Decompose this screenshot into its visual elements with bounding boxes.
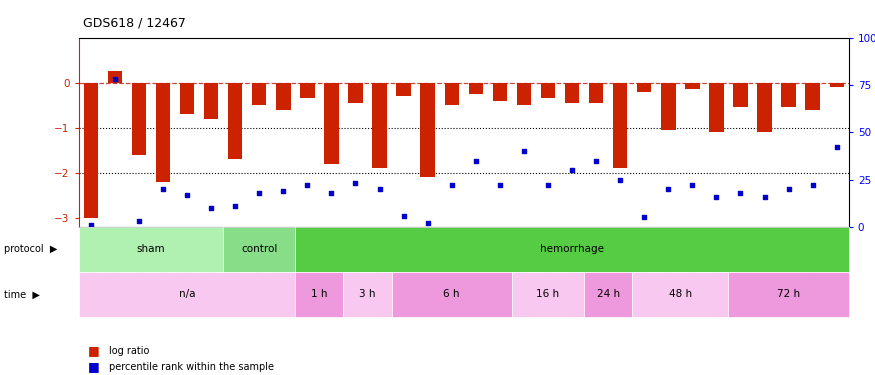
Point: [517, 148, 531, 154]
Text: 48 h: 48 h: [668, 290, 692, 299]
Bar: [830, 82, 844, 87]
Bar: [781, 82, 796, 107]
Point: [373, 186, 387, 192]
Point: [325, 190, 339, 196]
Point: [685, 182, 699, 188]
Point: [444, 182, 458, 188]
Bar: [132, 82, 146, 155]
Bar: [565, 82, 579, 103]
Text: 24 h: 24 h: [597, 290, 619, 299]
Bar: [710, 82, 724, 132]
Text: protocol  ▶: protocol ▶: [4, 244, 58, 254]
Text: time  ▶: time ▶: [4, 290, 40, 299]
Point: [84, 222, 98, 228]
Bar: [392, 272, 512, 317]
Bar: [584, 272, 632, 317]
Bar: [373, 82, 387, 168]
Bar: [632, 272, 728, 317]
Point: [565, 167, 579, 173]
Text: 72 h: 72 h: [777, 290, 800, 299]
Text: ■: ■: [88, 360, 99, 373]
Text: n/a: n/a: [178, 290, 195, 299]
Bar: [296, 272, 343, 317]
Point: [396, 213, 410, 219]
Bar: [685, 82, 700, 89]
Point: [276, 188, 290, 194]
Bar: [348, 82, 363, 103]
Bar: [758, 82, 772, 132]
Bar: [613, 82, 627, 168]
Text: control: control: [241, 244, 277, 254]
Bar: [108, 71, 123, 82]
Bar: [493, 82, 507, 100]
Point: [156, 186, 170, 192]
Point: [758, 194, 772, 200]
Text: sham: sham: [136, 244, 165, 254]
Point: [589, 158, 603, 164]
Point: [733, 190, 747, 196]
Bar: [396, 82, 411, 96]
Bar: [228, 82, 242, 159]
Bar: [156, 82, 171, 182]
Point: [228, 203, 242, 209]
Text: log ratio: log ratio: [109, 346, 150, 355]
Bar: [276, 82, 290, 110]
Text: percentile rank within the sample: percentile rank within the sample: [109, 362, 275, 372]
Point: [637, 214, 651, 220]
Bar: [469, 82, 483, 94]
Point: [469, 158, 483, 164]
Point: [108, 76, 122, 82]
Bar: [512, 272, 584, 317]
Point: [541, 182, 555, 188]
Point: [132, 218, 146, 224]
Text: 6 h: 6 h: [444, 290, 460, 299]
Point: [493, 182, 507, 188]
Point: [180, 192, 194, 198]
Bar: [343, 272, 392, 317]
Bar: [180, 82, 194, 114]
Bar: [300, 82, 315, 98]
Bar: [84, 82, 98, 218]
Text: 3 h: 3 h: [360, 290, 375, 299]
Point: [781, 186, 795, 192]
Text: 16 h: 16 h: [536, 290, 559, 299]
Point: [204, 205, 218, 211]
Bar: [325, 82, 339, 164]
Text: ■: ■: [88, 344, 99, 357]
Bar: [517, 82, 531, 105]
Bar: [223, 227, 296, 272]
Point: [348, 180, 362, 186]
Point: [613, 177, 627, 183]
Text: GDS618 / 12467: GDS618 / 12467: [83, 17, 186, 30]
Text: hemorrhage: hemorrhage: [540, 244, 604, 254]
Bar: [421, 82, 435, 177]
Bar: [806, 82, 820, 110]
Bar: [733, 82, 748, 107]
Bar: [79, 272, 296, 317]
Bar: [252, 82, 267, 105]
Bar: [444, 82, 459, 105]
Bar: [589, 82, 604, 103]
Bar: [662, 82, 676, 130]
Point: [300, 182, 314, 188]
Bar: [296, 227, 849, 272]
Point: [662, 186, 676, 192]
Bar: [637, 82, 652, 92]
Point: [252, 190, 266, 196]
Bar: [541, 82, 556, 98]
Bar: [204, 82, 219, 118]
Point: [421, 220, 435, 226]
Point: [806, 182, 820, 188]
Point: [710, 194, 724, 200]
Point: [830, 144, 844, 150]
Bar: [79, 227, 223, 272]
Text: 1 h: 1 h: [312, 290, 327, 299]
Bar: [728, 272, 849, 317]
